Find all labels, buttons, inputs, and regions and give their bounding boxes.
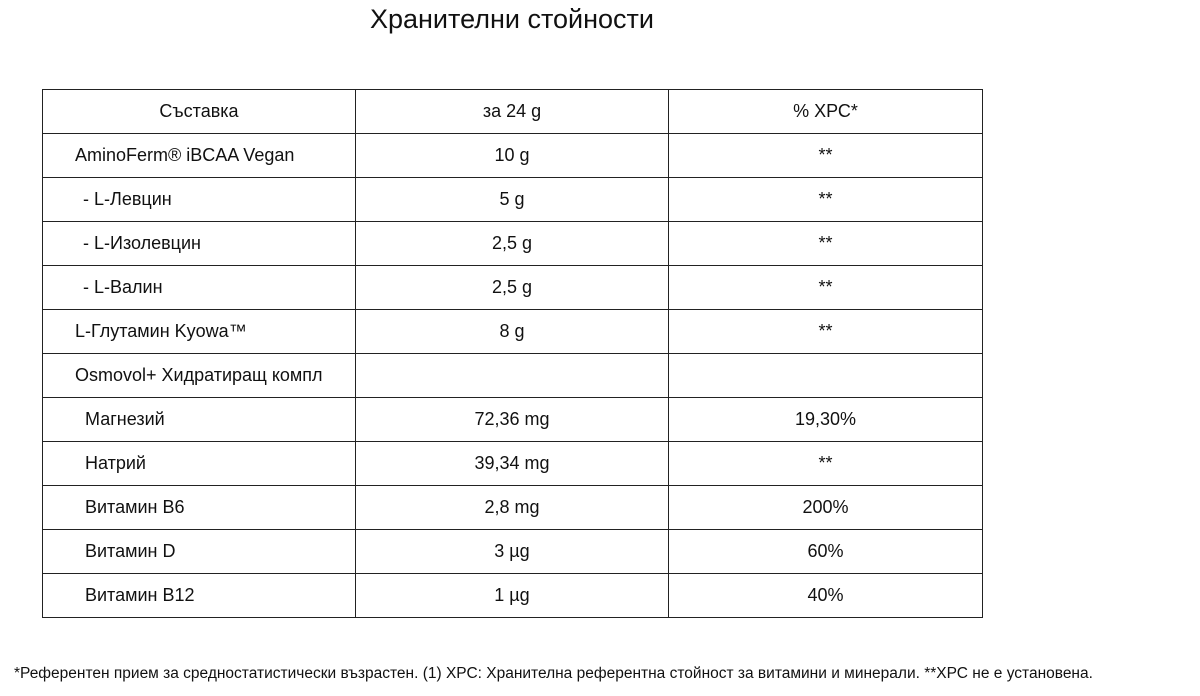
table-cell: L-Глутамин Kyowa™ — [42, 309, 356, 354]
table-cell: 40% — [668, 573, 983, 618]
table-cell: 2,5 g — [355, 221, 669, 266]
table-cell: Натрий — [42, 441, 356, 486]
footnote: *Референтен прием за средностатистически… — [14, 665, 1093, 682]
table-cell: Съставка — [42, 89, 356, 134]
table-cell: ** — [668, 221, 983, 266]
table-cell: 19,30% — [668, 397, 983, 442]
table-cell: - L-Левцин — [42, 177, 356, 222]
table-cell: Витамин B12 — [42, 573, 356, 618]
table-row: - L-Валин 2,5 g ** — [42, 265, 983, 310]
table-cell: 10 g — [355, 133, 669, 178]
table-row: Витамин B6 2,8 mg 200% — [42, 485, 983, 530]
header-row: Съставка за 24 g% ХРС* — [42, 89, 983, 134]
table-cell: Витамин B6 — [42, 485, 356, 530]
table-cell: 200% — [668, 485, 983, 530]
table-row: Osmovol+ Хидратиращ компл — [42, 353, 983, 398]
table-cell: 5 g — [355, 177, 669, 222]
table-cell: 72,36 mg — [355, 397, 669, 442]
table-cell: 8 g — [355, 309, 669, 354]
table-cell — [668, 353, 983, 398]
table-row: Витамин B12 1 µg 40% — [42, 573, 983, 618]
table-row: - L-Изолевцин 2,5 g ** — [42, 221, 983, 266]
table-cell: 2,5 g — [355, 265, 669, 310]
nutrition-table: Съставка за 24 g% ХРС* AminoFerm® iBCAA Ve… — [42, 89, 983, 618]
table-cell: ** — [668, 441, 983, 486]
table-cell: Витамин D — [42, 529, 356, 574]
table-row: L-Глутамин Kyowa™ 8 g ** — [42, 309, 983, 354]
table-cell: Osmovol+ Хидратиращ компл — [42, 353, 356, 398]
table-cell: 1 µg — [355, 573, 669, 618]
table-row: AminoFerm® iBCAA Vegan 10 g ** — [42, 133, 983, 178]
table-cell: 3 µg — [355, 529, 669, 574]
table-cell: Магнезий — [42, 397, 356, 442]
title: Хранителни стойности — [369, 4, 654, 34]
table-cell: ** — [668, 133, 983, 178]
table-cell: - L-Изолевцин — [42, 221, 356, 266]
table-cell: ** — [668, 265, 983, 310]
table-cell: - L-Валин — [42, 265, 356, 310]
table-cell: 60% — [668, 529, 983, 574]
table-row: - L-Левцин 5 g ** — [42, 177, 983, 222]
table-cell: 2,8 mg — [355, 485, 669, 530]
table-cell: AminoFerm® iBCAA Vegan — [42, 133, 356, 178]
table-cell: 39,34 mg — [355, 441, 669, 486]
table-cell: % ХРС* — [668, 89, 983, 134]
table-cell: ** — [668, 177, 983, 222]
table-cell: ** — [668, 309, 983, 354]
table-row: Натрий 39,34 mg ** — [42, 441, 983, 486]
table-cell: за 24 g — [355, 89, 669, 134]
table-cell — [355, 353, 669, 398]
table-row: Магнезий 72,36 mg 19,30% — [42, 397, 983, 442]
